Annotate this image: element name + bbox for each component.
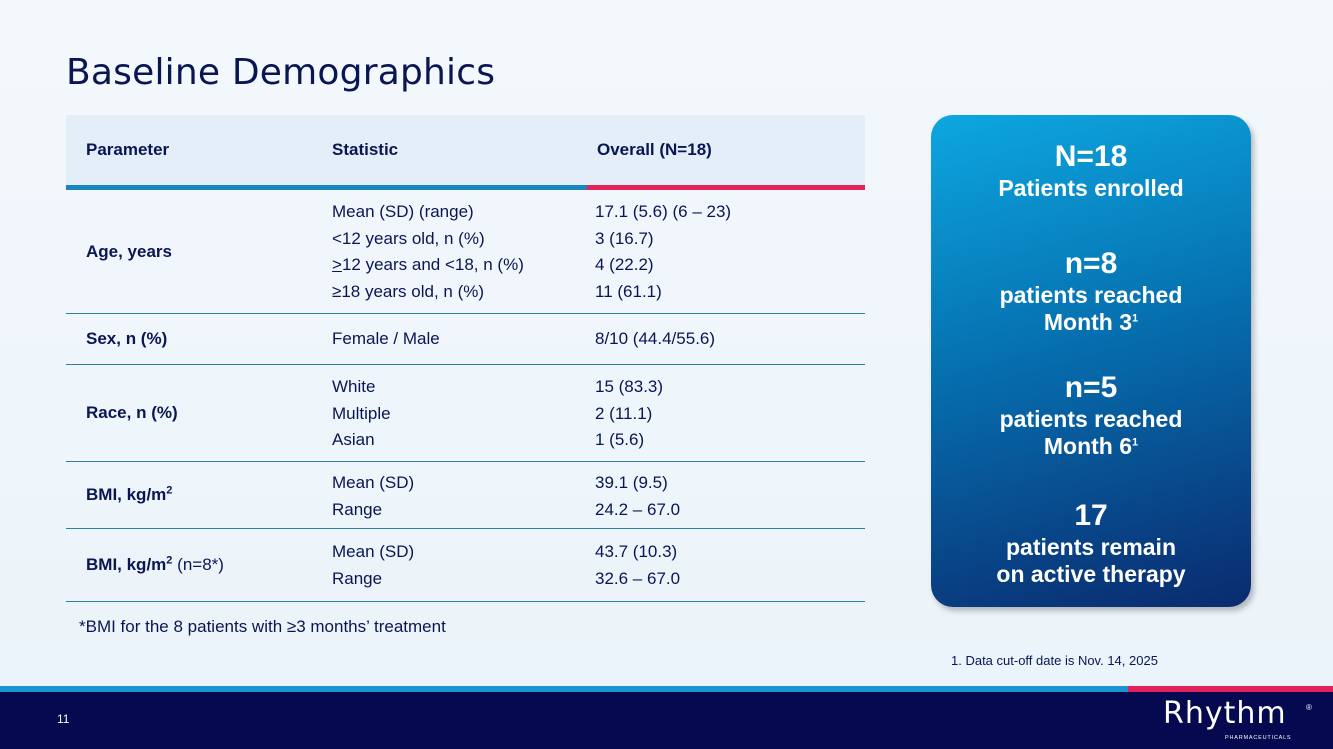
header-statistic: Statistic (332, 140, 399, 159)
value-cell: 32.6 – 67.0 (595, 568, 681, 588)
stat-cell: Mean (SD) (332, 542, 415, 561)
stat-cell: White (332, 377, 376, 396)
value-cell: 4 (22.2) (595, 255, 654, 274)
table-row-bmi: BMI, kg/m2 Mean (SD) Range 39.1 (9.5) 24… (66, 462, 865, 529)
stat-cell: Asian (332, 430, 375, 449)
value-cell: 3 (16.7) (595, 228, 654, 248)
param-age: Age, years (86, 241, 172, 261)
page-title: Baseline Demographics (66, 52, 496, 93)
stat-cell: Mean (SD) (range) (332, 202, 474, 221)
header-parameter: Parameter (86, 140, 170, 159)
footer-accent-bar (0, 686, 1333, 692)
demographics-table: Parameter Statistic Overall (N=18) Age, … (66, 115, 865, 602)
table-row-age: Age, years Mean (SD) (range) <12 years o… (66, 190, 865, 314)
stat-cell: Mean (SD) (332, 473, 415, 492)
stat-cell: >12 years and <18, n (%) (332, 255, 524, 274)
value-cell: 8/10 (44.4/55.6) (595, 329, 716, 348)
stat-cell: Range (332, 568, 383, 588)
param-sex: Sex, n (%) (86, 329, 168, 348)
summary-month3: n=8 patients reached Month 31 (999, 247, 1183, 335)
value-cell: 39.1 (9.5) (595, 473, 668, 492)
stats-sex: Female / Male (332, 326, 440, 353)
table-row-race: Race, n (%) White Multiple Asian 15 (83.… (66, 365, 865, 462)
table-footnote: *BMI for the 8 patients with ≥3 months’ … (79, 617, 446, 636)
stats-age: Mean (SD) (range) <12 years old, n (%) >… (332, 199, 524, 305)
rhythm-logo: Rhythm ® PHARMACEUTICALS (1163, 696, 1312, 741)
stat-cell: Female / Male (332, 329, 440, 348)
stat-cell: Multiple (332, 403, 391, 423)
summary-month6: n=5 patients reached Month 61 (999, 371, 1183, 459)
stat-cell: Range (332, 499, 383, 519)
value-cell: 2 (11.1) (595, 403, 653, 423)
stats-bmi: Mean (SD) Range (332, 470, 414, 523)
value-cell: 15 (83.3) (595, 377, 664, 396)
summary-active: 17 patients remain on active therapy (996, 499, 1186, 587)
values-race: 15 (83.3) 2 (11.1) 1 (5.6) (595, 374, 663, 454)
header-accent-bar (66, 185, 865, 190)
value-cell: 24.2 – 67.0 (595, 499, 681, 519)
param-bmi: BMI, kg/m2 (86, 484, 173, 504)
value-cell: 11 (61.1) (595, 281, 662, 301)
value-cell: 1 (5.6) (595, 430, 645, 449)
enrollment-summary-panel: N=18 Patients enrolled n=8 patients reac… (931, 115, 1251, 607)
values-bmi-n8: 43.7 (10.3) 32.6 – 67.0 (595, 539, 680, 592)
stats-race: White Multiple Asian (332, 374, 391, 454)
table-row-bmi-n8: BMI, kg/m2 (n=8*) Mean (SD) Range 43.7 (… (66, 529, 865, 602)
values-age: 17.1 (5.6) (6 – 23) 3 (16.7) 4 (22.2) 11… (595, 199, 731, 305)
stat-cell: <12 years old, n (%) (332, 228, 485, 248)
table-header: Parameter Statistic Overall (N=18) (66, 115, 865, 185)
values-bmi: 39.1 (9.5) 24.2 – 67.0 (595, 470, 680, 523)
param-note: (n=8*) (177, 555, 224, 574)
page-number: 11 (57, 712, 70, 726)
value-cell: 17.1 (5.6) (6 – 23) (595, 202, 732, 221)
value-cell: 43.7 (10.3) (595, 542, 678, 561)
values-sex: 8/10 (44.4/55.6) (595, 326, 715, 353)
summary-enrolled: N=18 Patients enrolled (998, 140, 1184, 201)
footer: 11 Rhythm ® PHARMACEUTICALS (0, 692, 1333, 749)
stats-bmi-n8: Mean (SD) Range (332, 539, 414, 592)
stat-cell: ≥18 years old, n (%) (332, 281, 485, 301)
table-row-sex: Sex, n (%) Female / Male 8/10 (44.4/55.6… (66, 314, 865, 365)
param-bmi-n8: BMI, kg/m2 (n=8*) (86, 554, 224, 574)
data-cutoff-note: 1. Data cut-off date is Nov. 14, 2025 (951, 653, 1158, 668)
header-overall: Overall (N=18) (597, 140, 712, 159)
param-race: Race, n (%) (86, 403, 178, 422)
